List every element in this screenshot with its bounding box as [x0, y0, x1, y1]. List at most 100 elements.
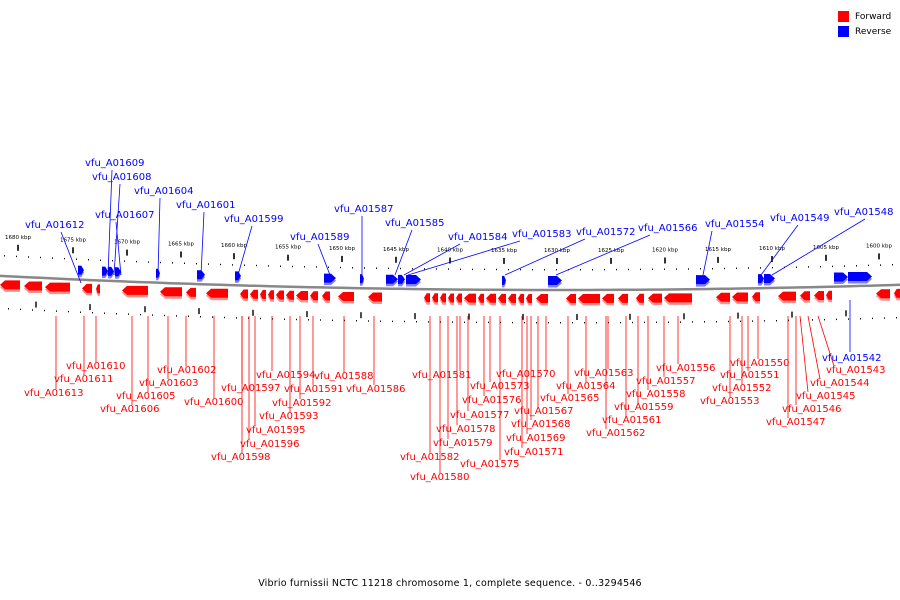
scale-dot: [460, 268, 461, 270]
label-leader-line: [200, 211, 205, 276]
scale-dot: [760, 267, 761, 269]
scale-dot: [4, 255, 5, 257]
forward-gene: [894, 288, 900, 298]
scale-dot: [712, 268, 713, 270]
gene-label: vfu_A01577: [450, 410, 509, 421]
scale-dot: [844, 265, 845, 267]
scale-dot: [208, 263, 209, 265]
legend-item-forward: Forward: [838, 9, 891, 24]
reverse-gene: [102, 266, 108, 276]
forward-gene: [206, 288, 228, 298]
forward-gene: [508, 293, 516, 303]
gene-label: vfu_A01564: [556, 381, 615, 392]
scale-dot: [676, 268, 677, 270]
scale-dot: [832, 265, 833, 268]
forward-gene: [486, 293, 496, 303]
scale-dot: [452, 321, 453, 323]
forward-gene: [368, 292, 382, 302]
scale-tick: [414, 313, 416, 320]
gene-label: vfu_A01581: [412, 370, 471, 381]
scale-dot: [836, 318, 837, 321]
reverse-genes: [78, 265, 872, 288]
scale-dot: [776, 320, 777, 322]
forward-gene: [440, 293, 446, 303]
gene-label: vfu_A01595: [246, 425, 305, 436]
label-leader-line: [760, 224, 799, 276]
forward-gene: [716, 292, 730, 302]
gene-label: vfu_A01571: [504, 447, 563, 458]
gene-labels: vfu_A01612 vfu_A01609 vfu_A01608 vfu_A01607…: [24, 158, 893, 483]
scale-dot: [236, 317, 237, 319]
scale-dot: [128, 313, 129, 315]
scale-tick: [503, 257, 505, 264]
forward-gene: [432, 293, 438, 303]
scale-dot: [724, 267, 725, 270]
forward-genes: [0, 280, 900, 306]
forward-gene: [186, 287, 196, 297]
scale-tick: [72, 247, 74, 254]
forward-gene: [122, 285, 148, 295]
scale-dot: [796, 266, 797, 268]
scale-tick: [878, 253, 880, 260]
gene-label: vfu_A01591: [284, 384, 343, 395]
scale-tick-label: 1615 kbp: [705, 247, 731, 253]
scale-dot: [448, 268, 449, 270]
scale-tick-label: 1675 kbp: [60, 237, 86, 243]
scale-dot: [220, 263, 221, 266]
scale-dot: [284, 318, 285, 320]
gene-label: vfu_A01612: [25, 220, 84, 231]
gene-label: vfu_A01604: [134, 186, 193, 197]
scale-dot: [436, 268, 437, 270]
scale-dot: [496, 268, 497, 271]
gene-label: vfu_A01549: [770, 213, 829, 224]
forward-gene: [518, 293, 524, 303]
scale-dot: [388, 267, 389, 270]
forward-gene: [536, 293, 548, 303]
scale-dot: [632, 321, 633, 324]
forward-gene: [526, 293, 532, 303]
scale-tick-label: 1640 kbp: [437, 248, 463, 254]
scale-dot: [824, 319, 825, 321]
gene-label: vfu_A01579: [433, 438, 492, 449]
scale-dot: [368, 320, 369, 322]
scale-tick: [35, 301, 37, 308]
scale-dot: [52, 257, 53, 259]
scale-dot: [376, 267, 377, 269]
scale-dot: [812, 319, 813, 321]
scale-dot: [628, 268, 629, 271]
gene-label: vfu_A01558: [626, 389, 685, 400]
scale-tick: [180, 251, 182, 258]
gene-label: vfu_A01562: [586, 428, 645, 439]
scale-dot: [140, 313, 141, 316]
gene-label: vfu_A01598: [211, 452, 270, 463]
gene-label: vfu_A01601: [176, 200, 235, 211]
scale-dot: [772, 267, 773, 269]
gene-label: vfu_A01585: [385, 218, 444, 229]
legend-item-reverse: Reverse: [838, 24, 891, 39]
scale-tick: [89, 304, 91, 311]
scale-dot: [124, 260, 125, 262]
scale-dot: [556, 269, 557, 271]
genome-backbone: [0, 274, 900, 292]
forward-gene: [752, 292, 760, 302]
scale-dot: [424, 268, 425, 270]
scale-dot: [404, 320, 405, 323]
label-leader-line: [807, 315, 821, 380]
scale-dot: [268, 265, 269, 267]
gene-label: vfu_A01592: [272, 398, 331, 409]
forward-gene: [826, 290, 832, 300]
gene-label: vfu_A01606: [100, 404, 159, 415]
scale-dot: [440, 321, 441, 323]
scale-dot: [224, 316, 225, 319]
forward-gene: [800, 291, 810, 301]
legend-swatch-reverse: [838, 26, 849, 37]
gene-label: vfu_A01609: [85, 158, 144, 169]
forward-gene: [648, 293, 662, 303]
forward-gene: [456, 293, 462, 303]
forward-gene: [778, 291, 796, 301]
scale-dot: [532, 269, 533, 271]
scale-tick-label: 1635 kbp: [491, 248, 517, 254]
forward-gene: [82, 283, 92, 293]
scale-dot: [644, 321, 645, 324]
